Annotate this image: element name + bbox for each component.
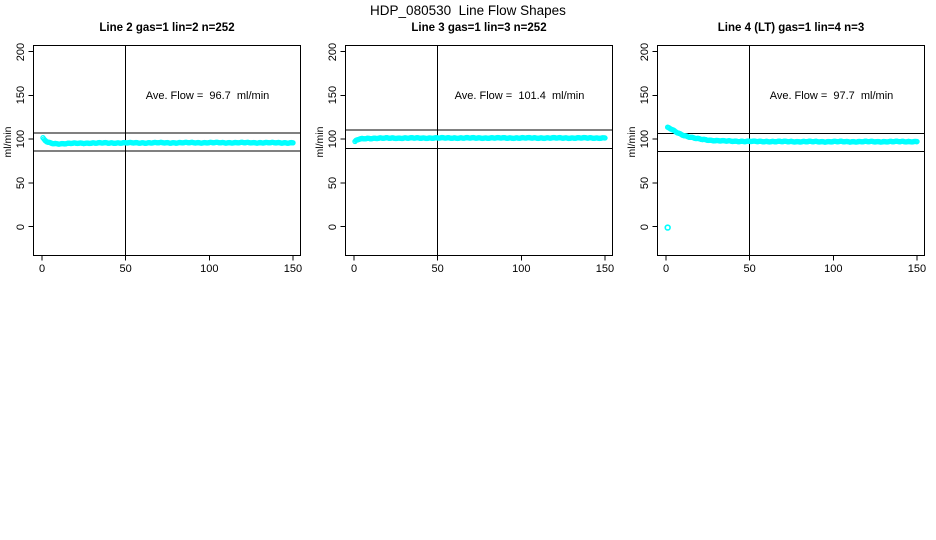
- y-tick-label: 0: [14, 223, 27, 230]
- plot-box: [657, 45, 925, 256]
- y-tick-label: 200: [326, 42, 339, 61]
- figure-title: HDP_080530 Line Flow Shapes: [370, 3, 566, 18]
- panel-title: Line 3 gas=1 lin=3 n=252: [411, 22, 547, 34]
- data-point: [290, 140, 296, 146]
- panel-title: Line 4 (LT) gas=1 lin=4 n=3: [717, 22, 865, 34]
- y-tick-label: 200: [14, 42, 27, 61]
- y-tick-label: 50: [638, 176, 651, 190]
- x-tick-label: 0: [350, 263, 358, 275]
- x-tick-label: 100: [512, 263, 531, 275]
- plot-panel: [652, 45, 925, 261]
- panel-title: Line 2 gas=1 lin=2 n=252: [99, 22, 235, 34]
- y-tick-label: 0: [326, 223, 339, 230]
- plots-canvas: [28, 45, 925, 261]
- x-tick-label: 100: [824, 263, 843, 275]
- y-tick-label: 50: [326, 176, 339, 190]
- y-tick-label: 50: [14, 176, 27, 190]
- y-tick-label: 150: [14, 86, 27, 105]
- y-tick-label: 100: [638, 130, 651, 149]
- plot-panel: [340, 45, 613, 261]
- x-tick-label: 150: [595, 263, 615, 275]
- y-tick-label: 150: [638, 86, 651, 105]
- ave-flow-annotation: Ave. Flow = 96.7 ml/min: [145, 90, 270, 102]
- x-tick-label: 150: [907, 263, 927, 275]
- y-axis-label: ml/min: [313, 126, 326, 158]
- x-tick-label: 50: [431, 263, 444, 275]
- plot-panel: [28, 45, 301, 261]
- x-tick-label: 0: [38, 263, 46, 275]
- x-tick-label: 0: [662, 263, 670, 275]
- x-tick-label: 50: [743, 263, 756, 275]
- outlier-point: [664, 224, 671, 231]
- ave-flow-annotation: Ave. Flow = 101.4 ml/min: [454, 90, 585, 102]
- x-tick-label: 150: [283, 263, 303, 275]
- y-tick-label: 100: [326, 130, 339, 149]
- data-point: [914, 138, 920, 145]
- x-tick-label: 50: [119, 263, 132, 275]
- plot-box: [33, 45, 301, 256]
- x-tick-label: 100: [200, 263, 219, 275]
- y-tick-label: 150: [326, 86, 339, 105]
- y-tick-label: 200: [638, 42, 651, 61]
- plot-box: [345, 45, 613, 256]
- y-axis-label: ml/min: [625, 126, 638, 158]
- data-point: [602, 135, 608, 141]
- y-tick-label: 100: [14, 130, 27, 149]
- ave-flow-annotation: Ave. Flow = 97.7 ml/min: [769, 90, 894, 102]
- y-axis-label: ml/min: [1, 126, 14, 158]
- y-tick-label: 0: [638, 223, 651, 230]
